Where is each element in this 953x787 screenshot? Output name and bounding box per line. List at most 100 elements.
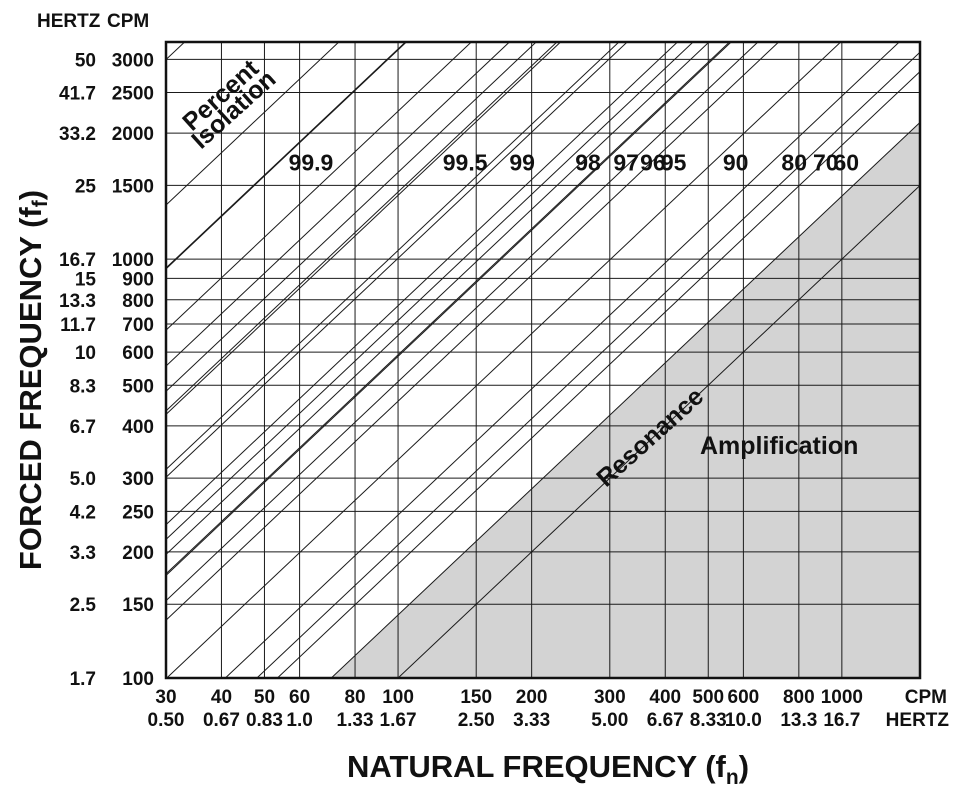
y-tick-hz-2000: 33.2 xyxy=(59,124,96,145)
y-tick-cpm-300: 300 xyxy=(122,469,154,490)
y-tick-cpm-2000: 2000 xyxy=(112,124,154,145)
y-tick-cpm-1500: 1500 xyxy=(112,176,154,197)
isolation-line-60 xyxy=(276,70,920,678)
y-tick-hz-300: 5.0 xyxy=(70,469,96,490)
y-tick-cpm-200: 200 xyxy=(122,543,154,564)
x-tick-cpm-600: 600 xyxy=(728,687,760,708)
y-tick-cpm-800: 800 xyxy=(122,291,154,312)
isolation-line-95 xyxy=(166,42,780,621)
series-label-99-5: 99.5 xyxy=(443,150,488,176)
y-unit-cpm: CPM xyxy=(107,11,149,32)
y-tick-hz-1500: 25 xyxy=(75,176,97,197)
isolation-line-ext-80 xyxy=(166,42,679,526)
x-tick-cpm-500: 500 xyxy=(692,687,724,708)
resonance-line-0 xyxy=(397,184,920,678)
series-label-98: 98 xyxy=(575,150,601,176)
y-unit-hertz: HERTZ xyxy=(37,11,101,32)
isolation-line-99-9 xyxy=(166,42,408,270)
y-tick-hz-600: 10 xyxy=(75,343,96,364)
isolation-line-97 xyxy=(166,42,732,577)
y-tick-hz-800: 13.3 xyxy=(59,291,96,312)
x-unit-cpm: CPM xyxy=(905,687,947,708)
x-tick-cpm-50: 50 xyxy=(254,687,275,708)
y-tick-cpm-700: 700 xyxy=(122,315,154,336)
amplification-boundary-line xyxy=(330,121,920,678)
y-tick-hz-3000: 50 xyxy=(75,50,96,71)
isolation-line-ext-99-5 xyxy=(166,42,340,206)
y-tick-hz-100: 1.7 xyxy=(70,669,96,690)
series-label-99-9: 99.9 xyxy=(289,150,334,176)
x-tick-cpm-1000: 1000 xyxy=(821,687,863,708)
series-label-60: 60 xyxy=(833,150,859,176)
x-tick-hz-600: 10.0 xyxy=(725,710,762,731)
y-tick-hz-150: 2.5 xyxy=(70,595,97,616)
x-tick-hz-1000: 16.7 xyxy=(823,710,860,731)
y-tick-hz-2500: 41.7 xyxy=(59,84,96,105)
x-tick-cpm-80: 80 xyxy=(344,687,365,708)
x-tick-cpm-800: 800 xyxy=(783,687,815,708)
isolation-line-ext-98 xyxy=(166,42,473,331)
y-axis-title: FORCED FREQUENCY (ff) xyxy=(13,190,52,570)
series-label-70: 70 xyxy=(813,150,839,176)
isolation-line-90 xyxy=(166,42,842,678)
x-tick-hz-200: 3.33 xyxy=(513,710,550,731)
x-tick-cpm-40: 40 xyxy=(211,687,232,708)
isolation-line-ext-97 xyxy=(166,42,511,367)
series-label-96: 96 xyxy=(640,150,666,176)
y-tick-cpm-250: 250 xyxy=(122,502,154,523)
y-tick-cpm-2500: 2500 xyxy=(112,84,154,105)
x-tick-cpm-400: 400 xyxy=(649,687,681,708)
isolation-line-70 xyxy=(256,51,920,678)
isolation-line-ext-70 xyxy=(166,42,710,556)
x-tick-hz-60: 1.0 xyxy=(286,710,312,731)
x-tick-hz-800: 13.3 xyxy=(780,710,817,731)
series-label-80: 80 xyxy=(781,150,807,176)
x-unit-hertz: HERTZ xyxy=(886,710,950,731)
isolation-line-98 xyxy=(166,42,694,541)
x-tick-cpm-30: 30 xyxy=(155,687,176,708)
isolation-line-96 xyxy=(166,42,759,602)
isolation-line-ext-96 xyxy=(166,42,537,393)
x-tick-hz-80: 1.33 xyxy=(337,710,374,731)
x-tick-hz-50: 0.83 xyxy=(246,710,283,731)
isolation-line-ext-95 xyxy=(166,42,558,412)
y-tick-cpm-100: 100 xyxy=(122,669,154,690)
y-tick-cpm-500: 500 xyxy=(122,376,154,397)
isolation-line-99 xyxy=(166,42,628,478)
y-tick-cpm-3000: 3000 xyxy=(112,50,154,71)
x-tick-hz-400: 6.67 xyxy=(647,710,684,731)
x-tick-cpm-60: 60 xyxy=(289,687,310,708)
y-tick-hz-250: 4.2 xyxy=(70,502,96,523)
x-tick-hz-150: 2.50 xyxy=(458,710,495,731)
isolation-line-ext-60 xyxy=(166,42,731,575)
y-tick-hz-400: 6.7 xyxy=(70,417,96,438)
x-tick-cpm-150: 150 xyxy=(460,687,492,708)
x-tick-hz-40: 0.67 xyxy=(203,710,240,731)
isolation-line-80 xyxy=(224,42,900,678)
y-tick-cpm-600: 600 xyxy=(122,343,154,364)
series-label-99: 99 xyxy=(509,150,535,176)
series-label-90: 90 xyxy=(723,150,749,176)
x-tick-cpm-200: 200 xyxy=(516,687,548,708)
amplification-label: Amplification xyxy=(700,432,858,460)
amplification-region xyxy=(331,122,920,678)
series-label-95: 95 xyxy=(661,150,687,176)
isolation-line-99-5 xyxy=(166,42,562,416)
y-tick-cpm-900: 900 xyxy=(122,269,154,290)
x-tick-hz-500: 8.33 xyxy=(690,710,727,731)
y-tick-cpm-400: 400 xyxy=(122,417,154,438)
y-tick-hz-1000: 16.7 xyxy=(59,250,96,271)
x-tick-hz-30: 0.50 xyxy=(148,710,185,731)
x-tick-cpm-300: 300 xyxy=(594,687,626,708)
x-tick-hz-300: 5.00 xyxy=(591,710,628,731)
series-label-97: 97 xyxy=(613,150,639,176)
y-tick-cpm-150: 150 xyxy=(122,595,154,616)
y-tick-hz-500: 8.3 xyxy=(70,376,96,397)
y-tick-hz-900: 15 xyxy=(75,269,97,290)
y-tick-hz-200: 3.3 xyxy=(70,543,96,564)
y-tick-hz-700: 11.7 xyxy=(60,315,96,336)
x-tick-hz-100: 1.67 xyxy=(380,710,417,731)
y-tick-cpm-1000: 1000 xyxy=(112,250,154,271)
x-axis-title: NATURAL FREQUENCY (fn) xyxy=(347,749,749,787)
